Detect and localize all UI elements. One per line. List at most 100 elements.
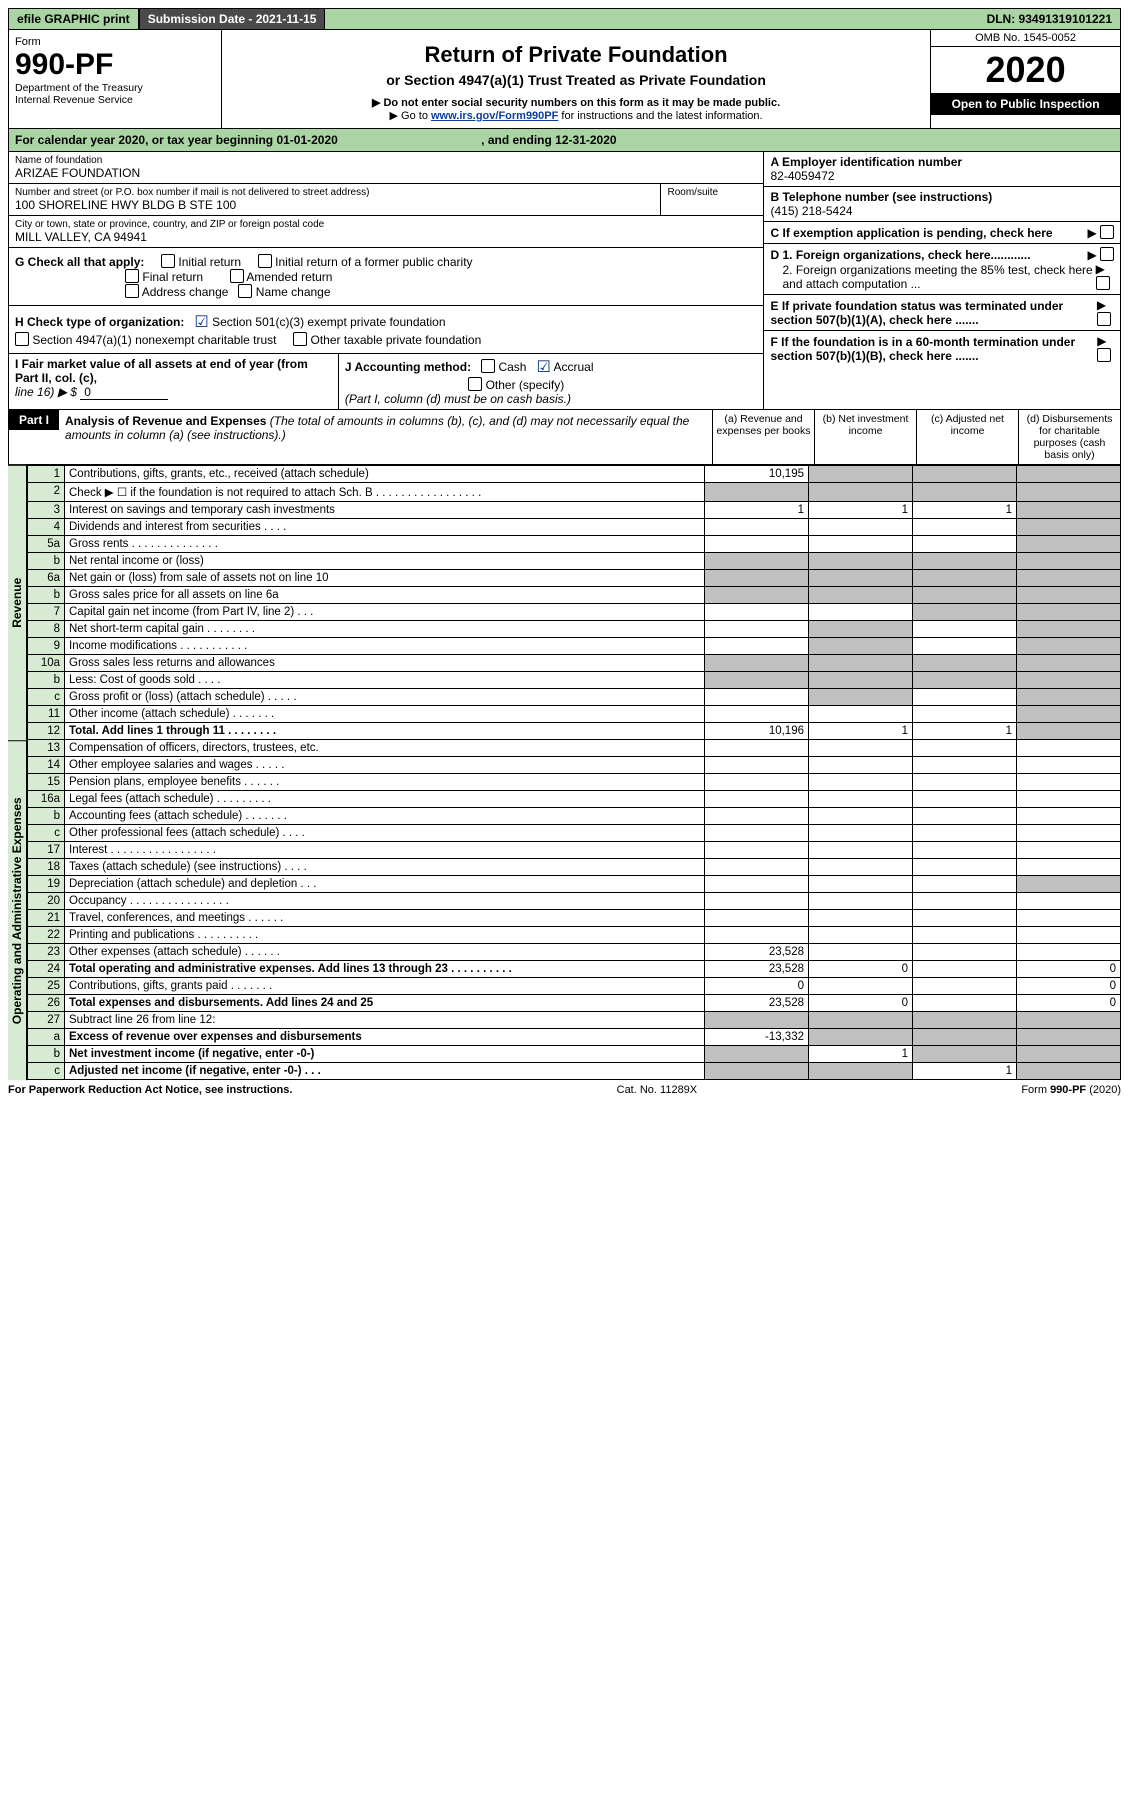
form-subtitle: or Section 4947(a)(1) Trust Treated as P… [228, 72, 924, 88]
cb-f[interactable] [1097, 348, 1111, 362]
col-b-value [809, 587, 913, 604]
cb-address-change[interactable] [125, 284, 139, 298]
cb-other-taxable[interactable] [293, 332, 307, 346]
table-row: 17Interest . . . . . . . . . . . . . . .… [28, 842, 1121, 859]
cb-4947[interactable] [15, 332, 29, 346]
cb-initial-charity[interactable] [258, 254, 272, 268]
line-desc: Adjusted net income (if negative, enter … [65, 1063, 705, 1080]
col-a-value [705, 774, 809, 791]
col-d-value [1017, 536, 1121, 553]
col-c-value [913, 519, 1017, 536]
col-b-value [809, 621, 913, 638]
line-number: 9 [28, 638, 65, 655]
table-row: 3Interest on savings and temporary cash … [28, 502, 1121, 519]
table-row: 1Contributions, gifts, grants, etc., rec… [28, 466, 1121, 483]
line-number: b [28, 808, 65, 825]
col-d-value [1017, 740, 1121, 757]
cb-c[interactable] [1100, 225, 1114, 239]
cb-final[interactable] [125, 269, 139, 283]
col-b-value [809, 740, 913, 757]
col-c-value [913, 978, 1017, 995]
cb-e[interactable] [1097, 312, 1111, 326]
table-row: 14Other employee salaries and wages . . … [28, 757, 1121, 774]
line-desc: Total operating and administrative expen… [65, 961, 705, 978]
cb-name-change[interactable] [238, 284, 252, 298]
col-c-value [913, 910, 1017, 927]
col-a-value [705, 638, 809, 655]
col-b-value [809, 672, 913, 689]
table-row: bNet investment income (if negative, ent… [28, 1046, 1121, 1063]
cb-cash[interactable] [481, 359, 495, 373]
col-b-value [809, 774, 913, 791]
col-c-value [913, 1012, 1017, 1029]
table-row: 11Other income (attach schedule) . . . .… [28, 706, 1121, 723]
id-block: Name of foundation ARIZAE FOUNDATION Num… [8, 152, 1121, 410]
table-row: 4Dividends and interest from securities … [28, 519, 1121, 536]
col-a-value [705, 570, 809, 587]
line-desc: Accounting fees (attach schedule) . . . … [65, 808, 705, 825]
d2-label: 2. Foreign organizations meeting the 85%… [782, 263, 1095, 291]
col-a-value [705, 740, 809, 757]
col-d-value [1017, 1046, 1121, 1063]
col-d-value [1017, 791, 1121, 808]
form-number: 990-PF [15, 48, 215, 82]
col-b: (b) Net investment income [814, 410, 916, 464]
foundation-name: ARIZAE FOUNDATION [15, 166, 757, 180]
footer-mid: Cat. No. 11289X [617, 1084, 698, 1096]
table-row: 6aNet gain or (loss) from sale of assets… [28, 570, 1121, 587]
line-number: 14 [28, 757, 65, 774]
cb-other-method[interactable] [468, 377, 482, 391]
col-c-value [913, 638, 1017, 655]
calyear-pre: For calendar year 2020, or tax year begi… [15, 133, 338, 147]
line-number: 20 [28, 893, 65, 910]
col-b-value [809, 604, 913, 621]
col-b-value [809, 757, 913, 774]
table-row: aExcess of revenue over expenses and dis… [28, 1029, 1121, 1046]
h-501c3: Section 501(c)(3) exempt private foundat… [212, 315, 445, 329]
table-row: bGross sales price for all assets on lin… [28, 587, 1121, 604]
table-row: 13Compensation of officers, directors, t… [28, 740, 1121, 757]
cb-initial[interactable] [161, 254, 175, 268]
form990pf-link[interactable]: www.irs.gov/Form990PF [431, 110, 558, 122]
line-number: 15 [28, 774, 65, 791]
line-desc: Gross profit or (loss) (attach schedule)… [65, 689, 705, 706]
col-a-value: 10,196 [705, 723, 809, 740]
line-desc: Contributions, gifts, grants, etc., rece… [65, 466, 705, 483]
col-b-value [809, 859, 913, 876]
line-desc: Net short-term capital gain . . . . . . … [65, 621, 705, 638]
line-number: 13 [28, 740, 65, 757]
col-c-value [913, 791, 1017, 808]
col-d-value [1017, 808, 1121, 825]
col-d-value [1017, 604, 1121, 621]
cb-d1[interactable] [1100, 247, 1114, 261]
table-row: bNet rental income or (loss) [28, 553, 1121, 570]
col-b-value [809, 655, 913, 672]
cb-amended[interactable] [230, 269, 244, 283]
col-b-value [809, 570, 913, 587]
col-c-value [913, 1046, 1017, 1063]
col-a-value [705, 910, 809, 927]
line-number: 7 [28, 604, 65, 621]
cb-accrual-checked[interactable]: ☑ [536, 359, 550, 376]
cb-d2[interactable] [1096, 276, 1110, 290]
line-desc: Check ▶ ☐ if the foundation is not requi… [65, 483, 705, 502]
col-b-value: 0 [809, 995, 913, 1012]
line-desc: Interest on savings and temporary cash i… [65, 502, 705, 519]
col-a-value [705, 876, 809, 893]
col-a-value [705, 808, 809, 825]
form-note1: ▶ Do not enter social security numbers o… [228, 96, 924, 109]
cb-501c3-checked[interactable]: ☑ [194, 314, 208, 331]
line-number: 10a [28, 655, 65, 672]
line-number: 12 [28, 723, 65, 740]
line-number: 27 [28, 1012, 65, 1029]
col-b-value [809, 466, 913, 483]
col-a-value [705, 604, 809, 621]
col-b-value: 1 [809, 723, 913, 740]
col-d-value [1017, 502, 1121, 519]
col-b-value [809, 1012, 913, 1029]
col-b-value [809, 689, 913, 706]
table-row: 21Travel, conferences, and meetings . . … [28, 910, 1121, 927]
line-number: 4 [28, 519, 65, 536]
col-c-value [913, 944, 1017, 961]
col-b-value [809, 706, 913, 723]
